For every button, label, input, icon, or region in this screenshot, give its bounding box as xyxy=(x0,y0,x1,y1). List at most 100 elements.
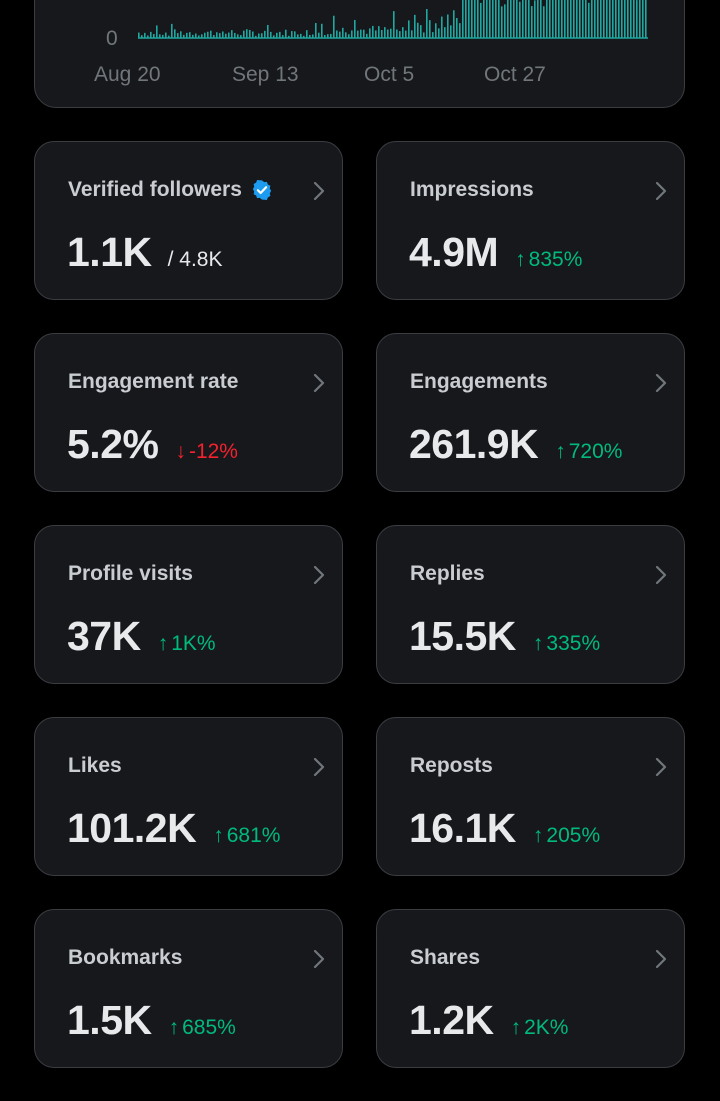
chart-bar xyxy=(267,24,269,38)
metric-value-row: 16.1K ↑ 205% xyxy=(409,805,600,852)
chart-bar xyxy=(282,35,284,38)
metric-card-engagement-rate[interactable]: Engagement rate 5.2% ↓ -12% xyxy=(34,333,343,492)
chart-bar xyxy=(372,25,374,38)
metric-label: Reposts xyxy=(410,754,493,777)
metric-card-verified-followers[interactable]: Verified followers 1.1K / 4.8K xyxy=(34,141,343,300)
metric-change: ↑ 335% xyxy=(533,632,600,656)
metric-card-replies[interactable]: Replies 15.5K ↑ 335% xyxy=(376,525,685,684)
chart-bar xyxy=(204,32,206,38)
metric-label-text: Verified followers xyxy=(68,178,242,201)
chart-bar xyxy=(429,20,431,38)
chart-bar xyxy=(285,29,287,38)
metric-card-likes[interactable]: Likes 101.2K ↑ 681% xyxy=(34,717,343,876)
chart-bar xyxy=(444,27,446,38)
chart-bar xyxy=(153,34,155,38)
chart-bar xyxy=(213,35,215,38)
chart-bars xyxy=(138,0,648,39)
chart-bar xyxy=(504,4,506,38)
chart-bar xyxy=(540,0,542,38)
chart-bar xyxy=(519,1,521,38)
chart-bar xyxy=(264,30,266,38)
chart-bar xyxy=(351,30,353,38)
chart-bar xyxy=(555,0,557,38)
metric-card-profile-visits[interactable]: Profile visits 37K ↑ 1K% xyxy=(34,525,343,684)
metric-change-value: 835% xyxy=(528,248,583,271)
chart-bar xyxy=(537,0,539,38)
chart-bar xyxy=(576,0,578,39)
metric-value-row: 5.2% ↓ -12% xyxy=(67,421,238,468)
chart-bar xyxy=(333,15,335,38)
metric-value: 15.5K xyxy=(409,613,516,659)
chart-bar xyxy=(594,0,596,38)
chart-bar xyxy=(585,0,587,38)
metric-card-reposts[interactable]: Reposts 16.1K ↑ 205% xyxy=(376,717,685,876)
chart-bar xyxy=(432,32,434,38)
metric-change: ↑ 681% xyxy=(213,824,280,848)
chart-bar xyxy=(270,31,272,38)
metric-change-value: 685% xyxy=(182,1016,236,1039)
chart-bar xyxy=(606,0,608,38)
metric-total-value: / 4.8K xyxy=(167,248,223,271)
metric-value-row: 101.2K ↑ 681% xyxy=(67,805,280,852)
chart-bar xyxy=(402,27,404,38)
chart-bar xyxy=(189,32,191,38)
chart-bar xyxy=(222,31,224,38)
chart-bar xyxy=(468,0,470,39)
chart-bar xyxy=(636,0,638,38)
chart-bar xyxy=(450,25,452,38)
metric-value: 1.1K xyxy=(67,229,152,275)
chart-bar xyxy=(510,0,512,39)
chart-bar xyxy=(546,0,548,38)
chart-bar xyxy=(534,0,536,38)
chevron-right-icon xyxy=(655,181,667,201)
metric-change: ↑ 205% xyxy=(533,824,600,848)
metric-label: Shares xyxy=(410,946,481,969)
metric-card-impressions[interactable]: Impressions 4.9M ↑ 835% xyxy=(376,141,685,300)
chart-bar xyxy=(177,33,179,38)
metric-change: ↑ 835% xyxy=(515,248,582,272)
metric-label: Verified followers xyxy=(68,178,273,202)
chart-bar xyxy=(426,9,428,38)
chart-bar xyxy=(165,32,167,38)
chart-bar xyxy=(387,29,389,38)
metric-change-value: 335% xyxy=(546,632,601,655)
chart-bar xyxy=(186,32,188,38)
chart-bar xyxy=(174,29,176,38)
metric-value: 4.9M xyxy=(409,229,499,275)
chart-bar xyxy=(477,0,479,38)
metric-value-row: 37K ↑ 1K% xyxy=(67,613,216,660)
chart-bar xyxy=(630,0,632,39)
chart-bar xyxy=(336,30,338,38)
metric-card-engagements[interactable]: Engagements 261.9K ↑ 720% xyxy=(376,333,685,492)
metric-value-row: 261.9K ↑ 720% xyxy=(409,421,622,468)
chart-bar xyxy=(294,31,296,38)
impressions-bar-chart: 0 Aug 20 Sep 13 Oct 5 Oct 27 xyxy=(94,0,648,86)
chart-bar xyxy=(255,35,257,38)
chart-bar xyxy=(354,19,356,38)
metric-change-value: 720% xyxy=(568,440,623,463)
chart-bar xyxy=(471,0,473,38)
chart-bar xyxy=(447,14,449,38)
metric-label: Replies xyxy=(410,562,485,585)
chart-bar xyxy=(324,34,326,38)
metric-value: 37K xyxy=(67,613,141,659)
chevron-right-icon xyxy=(313,181,325,201)
chart-bar xyxy=(582,0,584,39)
chart-bar xyxy=(159,34,161,38)
chart-bar xyxy=(306,30,308,38)
metric-change: ↑ 1K% xyxy=(158,632,216,656)
chart-bar xyxy=(399,31,401,38)
metric-card-shares[interactable]: Shares 1.2K ↑ 2K% xyxy=(376,909,685,1068)
chart-bar xyxy=(348,34,350,38)
metric-card-bookmarks[interactable]: Bookmarks 1.5K ↑ 685% xyxy=(34,909,343,1068)
metric-value: 101.2K xyxy=(67,805,197,851)
chart-bar xyxy=(231,30,233,38)
chart-bar xyxy=(192,34,194,38)
arrow-up-icon: ↑ xyxy=(532,824,544,847)
chart-bar xyxy=(297,34,299,38)
chart-bar xyxy=(147,35,149,38)
chart-bar xyxy=(525,0,527,38)
chart-bar xyxy=(579,0,581,38)
chart-bar xyxy=(633,0,635,38)
arrow-up-icon: ↑ xyxy=(157,632,169,655)
